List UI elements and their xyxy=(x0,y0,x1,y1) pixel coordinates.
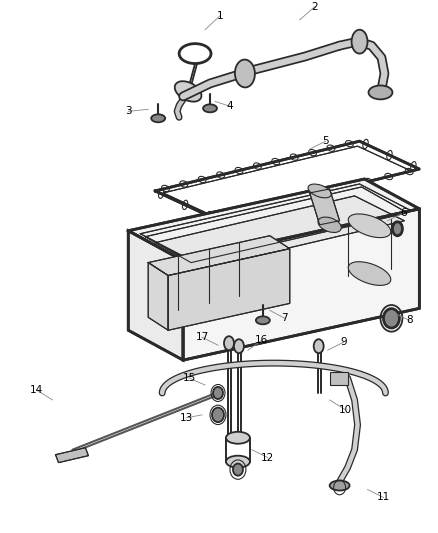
Polygon shape xyxy=(148,236,290,276)
Circle shape xyxy=(213,387,223,399)
Text: 4: 4 xyxy=(226,101,233,111)
Polygon shape xyxy=(168,249,290,330)
Ellipse shape xyxy=(368,85,392,99)
Ellipse shape xyxy=(330,481,350,490)
Text: 14: 14 xyxy=(30,385,43,395)
Text: 13: 13 xyxy=(180,413,193,423)
Ellipse shape xyxy=(256,317,270,324)
Text: 10: 10 xyxy=(339,405,352,415)
Polygon shape xyxy=(148,263,168,330)
Text: 7: 7 xyxy=(282,313,288,324)
Ellipse shape xyxy=(308,184,331,198)
Text: 15: 15 xyxy=(183,373,196,383)
Polygon shape xyxy=(330,372,348,385)
Ellipse shape xyxy=(224,336,234,350)
Text: 3: 3 xyxy=(125,106,131,116)
Polygon shape xyxy=(183,209,419,360)
Ellipse shape xyxy=(226,432,250,444)
Polygon shape xyxy=(128,179,419,261)
Polygon shape xyxy=(56,448,88,463)
Ellipse shape xyxy=(348,262,391,285)
Text: 9: 9 xyxy=(340,337,347,347)
Ellipse shape xyxy=(392,222,403,236)
Ellipse shape xyxy=(235,60,255,87)
Ellipse shape xyxy=(348,214,391,238)
Text: 11: 11 xyxy=(377,492,390,503)
Text: 6: 6 xyxy=(400,208,407,218)
Circle shape xyxy=(233,464,243,475)
Ellipse shape xyxy=(203,104,217,112)
Polygon shape xyxy=(155,196,404,268)
Circle shape xyxy=(384,309,399,328)
Circle shape xyxy=(212,408,224,422)
Polygon shape xyxy=(128,231,183,360)
Text: 1: 1 xyxy=(217,11,223,21)
Text: 17: 17 xyxy=(195,332,208,342)
Text: 12: 12 xyxy=(261,453,275,463)
Ellipse shape xyxy=(352,30,367,54)
Text: 16: 16 xyxy=(255,335,268,345)
Ellipse shape xyxy=(314,339,324,353)
Ellipse shape xyxy=(151,114,165,122)
Text: 8: 8 xyxy=(406,316,413,325)
Text: 5: 5 xyxy=(322,136,329,146)
Ellipse shape xyxy=(175,81,201,102)
Text: 2: 2 xyxy=(311,2,318,12)
Ellipse shape xyxy=(226,456,250,467)
Ellipse shape xyxy=(234,339,244,353)
Ellipse shape xyxy=(318,217,341,232)
Polygon shape xyxy=(310,189,339,225)
